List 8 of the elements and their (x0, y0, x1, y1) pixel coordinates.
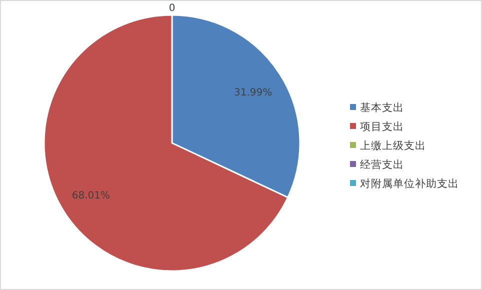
data-label: 68.01% (72, 190, 110, 202)
legend-label: 项目支出 (360, 120, 404, 133)
legend-label: 上缴上级支出 (360, 139, 426, 152)
legend-label: 经营支出 (360, 158, 404, 171)
text: 0 (168, 3, 176, 14)
legend-label: 基本支出 (360, 101, 404, 114)
data-label: 31.99% (234, 88, 272, 99)
legend-label: 对附属单位补助支出 (360, 177, 459, 190)
